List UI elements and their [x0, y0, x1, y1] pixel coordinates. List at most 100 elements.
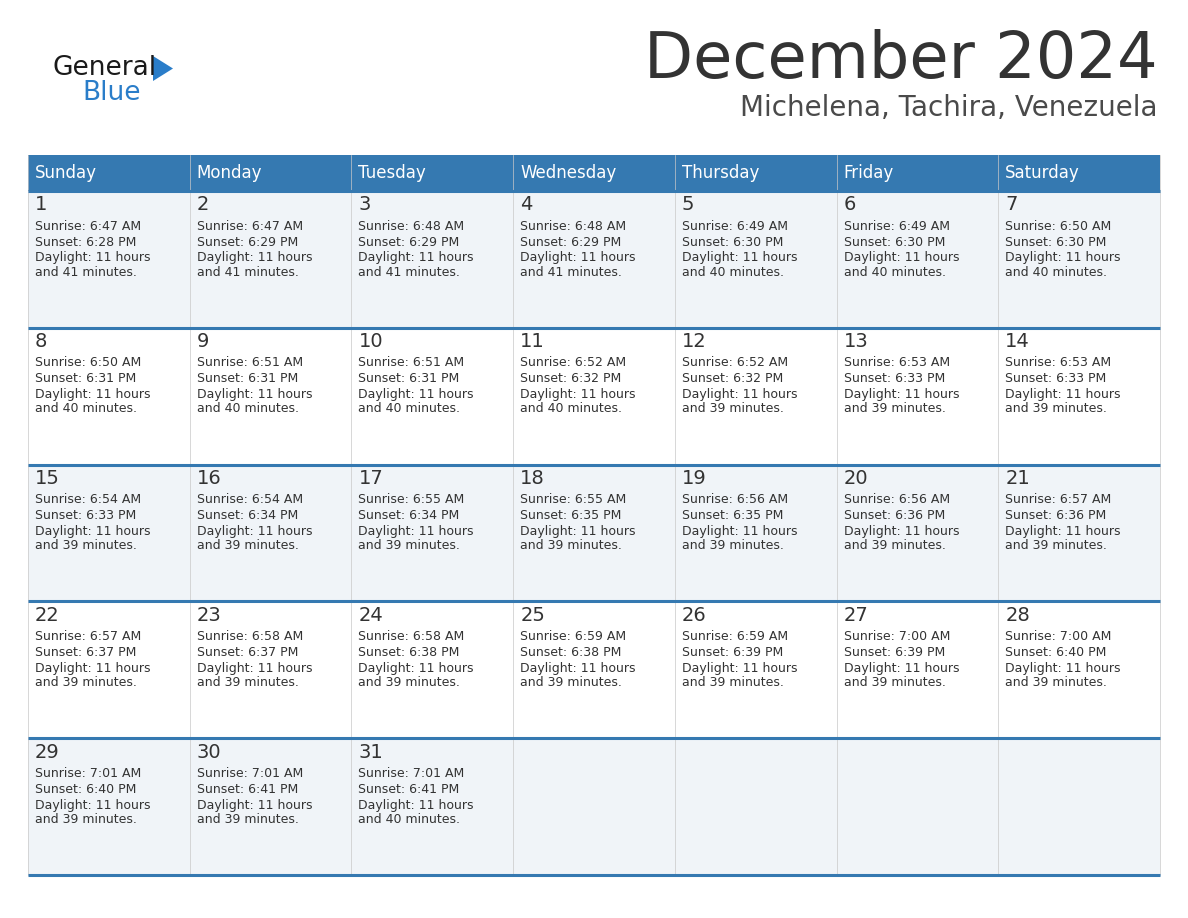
- Text: Sunrise: 6:56 AM: Sunrise: 6:56 AM: [682, 493, 788, 506]
- Text: Sunrise: 6:49 AM: Sunrise: 6:49 AM: [682, 219, 788, 232]
- Text: 8: 8: [34, 332, 48, 352]
- Text: 7: 7: [1005, 196, 1018, 215]
- Text: and 40 minutes.: and 40 minutes.: [843, 265, 946, 278]
- Text: 22: 22: [34, 606, 59, 625]
- Text: and 39 minutes.: and 39 minutes.: [682, 402, 784, 415]
- Text: Sunset: 6:32 PM: Sunset: 6:32 PM: [520, 373, 621, 386]
- Text: Sunset: 6:33 PM: Sunset: 6:33 PM: [843, 373, 944, 386]
- Text: Sunrise: 6:51 AM: Sunrise: 6:51 AM: [197, 356, 303, 369]
- Text: 17: 17: [359, 469, 384, 488]
- Text: General: General: [52, 55, 156, 81]
- Text: Daylight: 11 hours: Daylight: 11 hours: [359, 799, 474, 812]
- Text: and 39 minutes.: and 39 minutes.: [34, 812, 137, 825]
- Bar: [836, 328, 998, 465]
- Text: Sunrise: 7:00 AM: Sunrise: 7:00 AM: [843, 630, 950, 643]
- Bar: [29, 601, 190, 738]
- Text: Daylight: 11 hours: Daylight: 11 hours: [359, 388, 474, 401]
- Bar: [998, 465, 1159, 601]
- Bar: [513, 601, 675, 738]
- Bar: [836, 601, 998, 738]
- Text: Sunset: 6:37 PM: Sunset: 6:37 PM: [34, 646, 137, 659]
- Text: Sunrise: 6:59 AM: Sunrise: 6:59 AM: [682, 630, 788, 643]
- Text: and 39 minutes.: and 39 minutes.: [520, 676, 623, 688]
- Bar: [190, 328, 352, 465]
- Text: and 39 minutes.: and 39 minutes.: [34, 676, 137, 688]
- Text: 9: 9: [197, 332, 209, 352]
- Text: and 40 minutes.: and 40 minutes.: [359, 402, 461, 415]
- Bar: [675, 738, 836, 875]
- Text: Daylight: 11 hours: Daylight: 11 hours: [34, 662, 151, 675]
- Text: Sunset: 6:35 PM: Sunset: 6:35 PM: [520, 509, 621, 522]
- Bar: [513, 328, 675, 465]
- Text: and 41 minutes.: and 41 minutes.: [34, 265, 137, 278]
- Text: Daylight: 11 hours: Daylight: 11 hours: [34, 252, 151, 264]
- Text: Daylight: 11 hours: Daylight: 11 hours: [197, 388, 312, 401]
- Text: 25: 25: [520, 606, 545, 625]
- Text: Sunset: 6:35 PM: Sunset: 6:35 PM: [682, 509, 783, 522]
- Text: Saturday: Saturday: [1005, 164, 1080, 182]
- Text: and 40 minutes.: and 40 minutes.: [359, 812, 461, 825]
- Text: and 39 minutes.: and 39 minutes.: [682, 676, 784, 688]
- Text: Sunset: 6:37 PM: Sunset: 6:37 PM: [197, 646, 298, 659]
- Text: and 39 minutes.: and 39 minutes.: [1005, 539, 1107, 552]
- Text: Daylight: 11 hours: Daylight: 11 hours: [197, 799, 312, 812]
- Text: 30: 30: [197, 743, 221, 762]
- Bar: [513, 191, 675, 328]
- Text: and 40 minutes.: and 40 minutes.: [34, 402, 137, 415]
- Text: Sunset: 6:40 PM: Sunset: 6:40 PM: [34, 783, 137, 796]
- Text: Daylight: 11 hours: Daylight: 11 hours: [359, 662, 474, 675]
- Text: 27: 27: [843, 606, 868, 625]
- Text: Sunset: 6:29 PM: Sunset: 6:29 PM: [520, 236, 621, 249]
- Text: Sunrise: 6:49 AM: Sunrise: 6:49 AM: [843, 219, 949, 232]
- Text: Sunset: 6:30 PM: Sunset: 6:30 PM: [1005, 236, 1107, 249]
- Text: Tuesday: Tuesday: [359, 164, 426, 182]
- Text: Sunrise: 7:00 AM: Sunrise: 7:00 AM: [1005, 630, 1112, 643]
- Text: Sunset: 6:31 PM: Sunset: 6:31 PM: [34, 373, 137, 386]
- Bar: [675, 191, 836, 328]
- Text: Daylight: 11 hours: Daylight: 11 hours: [359, 252, 474, 264]
- Text: Daylight: 11 hours: Daylight: 11 hours: [520, 662, 636, 675]
- Text: and 41 minutes.: and 41 minutes.: [520, 265, 623, 278]
- Text: Daylight: 11 hours: Daylight: 11 hours: [682, 525, 797, 538]
- Text: Daylight: 11 hours: Daylight: 11 hours: [1005, 252, 1120, 264]
- Text: Sunrise: 6:48 AM: Sunrise: 6:48 AM: [520, 219, 626, 232]
- Bar: [352, 465, 513, 601]
- Text: Daylight: 11 hours: Daylight: 11 hours: [1005, 388, 1120, 401]
- Bar: [190, 155, 352, 191]
- Bar: [675, 155, 836, 191]
- Text: Daylight: 11 hours: Daylight: 11 hours: [843, 252, 959, 264]
- Text: Sunset: 6:38 PM: Sunset: 6:38 PM: [520, 646, 621, 659]
- Text: Daylight: 11 hours: Daylight: 11 hours: [520, 525, 636, 538]
- Text: and 39 minutes.: and 39 minutes.: [197, 676, 298, 688]
- Bar: [29, 738, 190, 875]
- Text: 4: 4: [520, 196, 532, 215]
- Bar: [190, 738, 352, 875]
- Bar: [352, 155, 513, 191]
- Bar: [675, 465, 836, 601]
- Bar: [513, 465, 675, 601]
- Text: Sunrise: 6:58 AM: Sunrise: 6:58 AM: [197, 630, 303, 643]
- Text: Blue: Blue: [82, 80, 140, 106]
- Bar: [836, 465, 998, 601]
- Text: Sunset: 6:30 PM: Sunset: 6:30 PM: [682, 236, 783, 249]
- Text: 10: 10: [359, 332, 383, 352]
- Text: Wednesday: Wednesday: [520, 164, 617, 182]
- Bar: [29, 191, 190, 328]
- Bar: [836, 738, 998, 875]
- Text: Sunrise: 6:47 AM: Sunrise: 6:47 AM: [34, 219, 141, 232]
- Text: Sunset: 6:31 PM: Sunset: 6:31 PM: [197, 373, 298, 386]
- Text: and 40 minutes.: and 40 minutes.: [1005, 265, 1107, 278]
- Text: Sunset: 6:34 PM: Sunset: 6:34 PM: [197, 509, 298, 522]
- Text: Sunrise: 7:01 AM: Sunrise: 7:01 AM: [34, 767, 141, 779]
- Text: and 41 minutes.: and 41 minutes.: [359, 265, 460, 278]
- Text: 6: 6: [843, 196, 855, 215]
- Bar: [836, 155, 998, 191]
- Text: 20: 20: [843, 469, 868, 488]
- Text: and 41 minutes.: and 41 minutes.: [197, 265, 298, 278]
- Text: Sunset: 6:39 PM: Sunset: 6:39 PM: [843, 646, 944, 659]
- Bar: [998, 155, 1159, 191]
- Bar: [998, 328, 1159, 465]
- Text: Sunset: 6:29 PM: Sunset: 6:29 PM: [197, 236, 298, 249]
- Text: Sunrise: 6:54 AM: Sunrise: 6:54 AM: [34, 493, 141, 506]
- Text: Sunday: Sunday: [34, 164, 97, 182]
